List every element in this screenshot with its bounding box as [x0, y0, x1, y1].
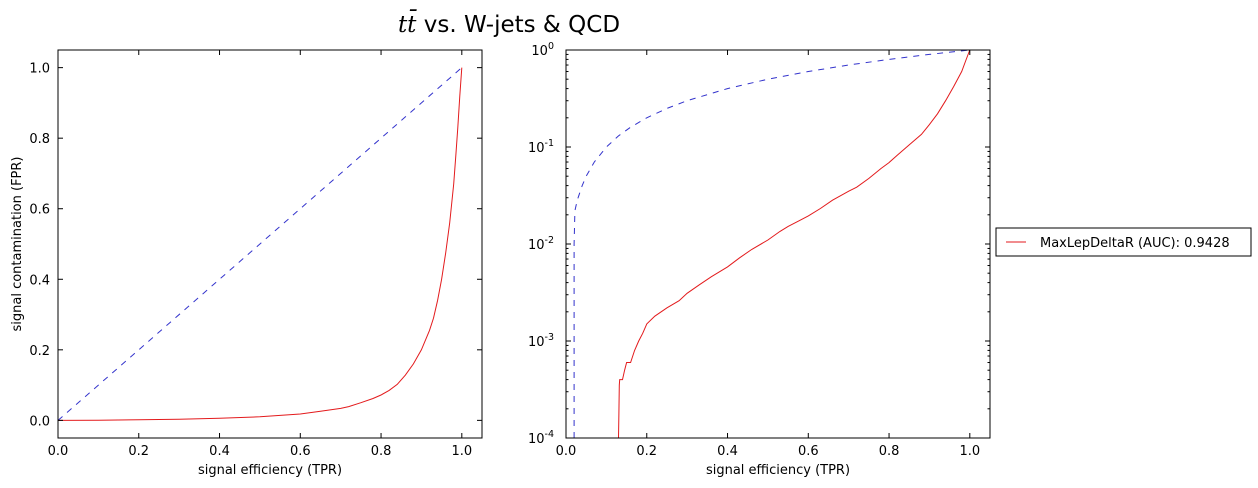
- left-roc-panel: 0.0 0.2 0.4 0.6 0.8 1.0 0.0 0.2 0.4 0.6 0.8 1.0 sig…: [10, 49, 483, 478]
- left-ticks-group: 0.0 0.2 0.4 0.6 0.8 1.0 0.0 0.2 0.4 0.6 0.8 1.0: [29, 50, 482, 459]
- left-x-tick-label: 0.6: [290, 444, 311, 459]
- right-y-tick-label: 100: [531, 41, 554, 59]
- right-roc-panel-log: 0.0 0.2 0.4 0.6 0.8 1.0 10-4 10-3 10-2 10-1 100 si…: [528, 41, 991, 478]
- left-y-tick-label: 0.0: [29, 414, 50, 429]
- right-axes-frame: [565, 49, 991, 439]
- right-ticks-group: 0.0 0.2 0.4 0.6 0.8 1.0 10-4 10-3 10-2 10-1 100: [528, 41, 990, 459]
- left-y-tick-label: 0.2: [29, 344, 50, 359]
- right-x-tick-label: 0.8: [879, 444, 900, 459]
- right-y-tick-label: 10-2: [528, 235, 554, 253]
- legend-frame: [995, 227, 1252, 257]
- right-x-axis-label: signal efficiency (TPR): [706, 463, 850, 478]
- left-y-axis-label: signal contamination (FPR): [10, 157, 25, 332]
- left-axes-frame: [57, 49, 483, 439]
- left-x-tick-label: 0.8: [371, 444, 392, 459]
- right-series-roc-curve-line: [594, 50, 971, 438]
- left-y-tick-label: 0.8: [29, 132, 50, 147]
- left-y-tick-label: 1.0: [29, 62, 50, 77]
- left-x-tick-label: 0.4: [209, 444, 230, 459]
- left-x-tick-label: 0.2: [128, 444, 149, 459]
- legend: MaxLepDeltaR (AUC): 0.9428: [995, 227, 1252, 257]
- legend-label-maxlepdeltar: MaxLepDeltaR (AUC): 0.9428: [1040, 236, 1230, 251]
- right-series-group: [573, 50, 971, 438]
- left-series-roc-curve-line: [58, 67, 463, 421]
- right-x-tick-label: 0.0: [556, 444, 577, 459]
- left-series-group: [58, 67, 463, 421]
- right-x-tick-label: 1.0: [959, 444, 980, 459]
- figure-title: tt̄ vs. W-jets & QCD: [398, 10, 620, 38]
- right-series-random-baseline-line: [573, 50, 970, 438]
- figure-title-math: tt̄: [398, 10, 417, 38]
- right-x-tick-label: 0.2: [636, 444, 657, 459]
- left-y-tick-label: 0.4: [29, 273, 50, 288]
- left-x-tick-label: 0.0: [48, 444, 69, 459]
- left-x-axis-label: signal efficiency (TPR): [198, 463, 342, 478]
- left-y-tick-label: 0.6: [29, 203, 50, 218]
- right-y-tick-label: 10-3: [528, 332, 554, 350]
- right-y-tick-label: 10-1: [528, 138, 554, 156]
- left-series-random-baseline-line: [58, 67, 463, 421]
- right-x-tick-label: 0.6: [798, 444, 819, 459]
- figure-title-rest: vs. W-jets & QCD: [416, 12, 620, 38]
- right-x-tick-label: 0.4: [717, 444, 738, 459]
- right-y-tick-label: 10-4: [528, 429, 554, 447]
- left-x-tick-label: 1.0: [451, 444, 472, 459]
